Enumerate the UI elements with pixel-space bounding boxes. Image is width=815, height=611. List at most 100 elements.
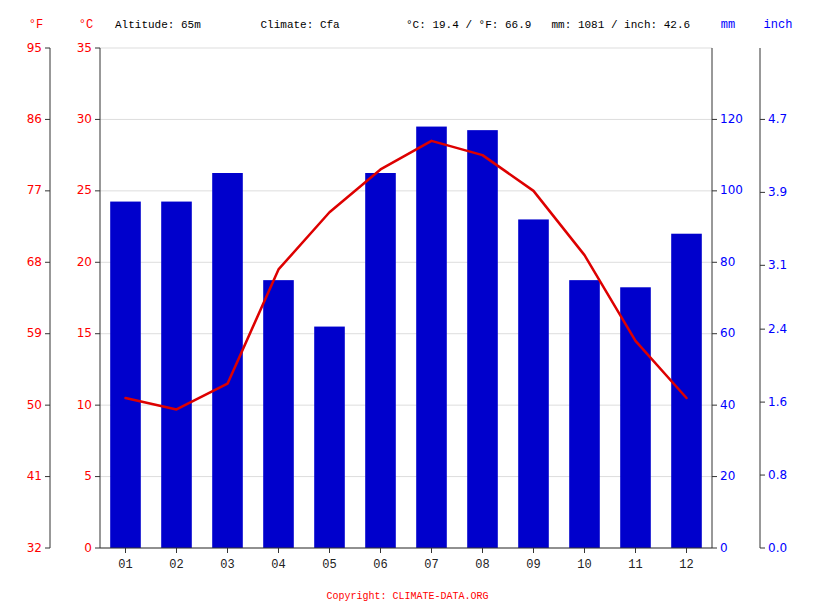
tick: [712, 476, 717, 477]
tick-label: 95: [27, 41, 42, 55]
axis-label: °C: [79, 18, 93, 32]
tick: [45, 405, 50, 406]
tick-label: 20: [77, 255, 92, 269]
tick: [712, 262, 717, 263]
tick-label: 32: [27, 541, 42, 555]
tick: [95, 548, 100, 549]
tick-label: 50: [27, 398, 42, 412]
bar: [161, 202, 192, 548]
grid-line: [100, 48, 712, 49]
tick: [329, 548, 330, 553]
tick-label: 07: [424, 558, 438, 572]
tick: [95, 119, 100, 120]
tick-label: 11: [628, 558, 642, 572]
tick-label: 0.8: [768, 468, 787, 482]
tick-label: 02: [169, 558, 183, 572]
tick: [760, 329, 765, 330]
tick: [712, 333, 717, 334]
tick-label: 35: [77, 41, 92, 55]
tick-label: 25: [77, 183, 92, 197]
tick-label: 04: [271, 558, 285, 572]
tick-label: 1.6: [768, 395, 787, 409]
tick: [635, 548, 636, 553]
tick-label: 100: [720, 183, 743, 197]
tick-label: 0: [720, 541, 728, 555]
tick: [482, 548, 483, 553]
tick: [431, 548, 432, 553]
chart: 0510152025303532415059687786950204060801…: [0, 0, 815, 611]
bar: [671, 234, 702, 548]
tick-label: 68: [27, 255, 42, 269]
bar: [416, 127, 447, 548]
tick-label: 30: [77, 112, 92, 126]
annotation: mm: 1081 / inch: 42.6: [552, 19, 691, 31]
header: °F°CmminchAltitude: 65mClimate: Cfa°C: 1…: [29, 18, 793, 32]
tick: [760, 192, 765, 193]
tick: [45, 548, 50, 549]
tick-label: 120: [720, 112, 743, 126]
axis-line: [712, 48, 713, 548]
tick-label: 15: [77, 326, 92, 340]
tick: [227, 548, 228, 553]
axis-label: mm: [721, 18, 735, 32]
tick-label: 03: [220, 558, 234, 572]
axis-label: °F: [29, 18, 43, 32]
background: [0, 0, 815, 611]
tick-label: 86: [27, 112, 42, 126]
footer: Copyright: CLIMATE-DATA.ORG: [326, 591, 488, 602]
tick: [95, 405, 100, 406]
tick-label: 0.0: [768, 541, 787, 555]
inch-axis: 0.0 0.8 1.6 2.4 3.1 3.9 4.7: [760, 48, 787, 555]
tick: [95, 333, 100, 334]
mm-axis: 020406080100120: [712, 48, 743, 555]
axis-line: [760, 48, 761, 548]
tick: [686, 548, 687, 553]
grid: [100, 48, 712, 548]
temperature-line: [126, 141, 687, 410]
tick: [176, 548, 177, 553]
axis-line: [50, 48, 51, 548]
axis-label: inch: [764, 18, 793, 32]
tick: [45, 190, 50, 191]
tick-label: 05: [322, 558, 336, 572]
bar: [467, 130, 498, 548]
tick: [45, 119, 50, 120]
tick-label: 59: [27, 326, 42, 340]
tick: [760, 265, 765, 266]
tick-label: 10: [77, 398, 92, 412]
bar: [569, 280, 600, 548]
tick-label: 40: [720, 398, 735, 412]
bar: [620, 287, 651, 548]
tick: [45, 262, 50, 263]
tick: [712, 119, 717, 120]
x-axis: 010203040506070809101112: [100, 548, 712, 572]
celsius-axis: 05101520253035: [77, 41, 100, 555]
tick: [45, 333, 50, 334]
tick: [45, 476, 50, 477]
tick-label: 06: [373, 558, 387, 572]
bar: [365, 173, 396, 548]
tick: [95, 476, 100, 477]
tick: [125, 548, 126, 553]
tick-label: 60: [720, 326, 735, 340]
tick: [584, 548, 585, 553]
axis-line: [100, 48, 101, 548]
tick: [760, 475, 765, 476]
tick-label: 2.4: [768, 322, 787, 336]
tick-label: 08: [475, 558, 489, 572]
tick-label: 20: [720, 469, 735, 483]
tick-label: 41: [27, 469, 42, 483]
tick-label: 3.9: [768, 185, 787, 199]
tick-label: 0: [84, 541, 92, 555]
tick-label: 09: [526, 558, 540, 572]
tick: [45, 48, 50, 49]
annotation: Climate: Cfa: [261, 19, 341, 31]
tick-label: 4.7: [768, 112, 787, 126]
tick: [95, 262, 100, 263]
grid-line: [100, 190, 712, 191]
tick: [380, 548, 381, 553]
tick: [712, 190, 717, 191]
tick: [95, 190, 100, 191]
tick-label: 3.1: [768, 258, 787, 272]
tick: [533, 548, 534, 553]
